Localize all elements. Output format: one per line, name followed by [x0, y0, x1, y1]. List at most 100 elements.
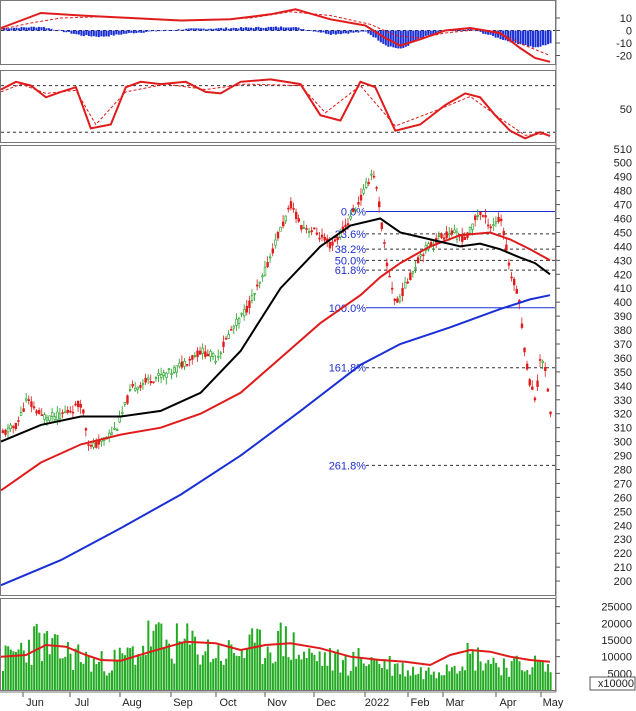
price-candle-body — [66, 409, 69, 413]
macd-histogram-bar — [255, 27, 258, 31]
price-candle-body — [152, 381, 155, 383]
macd-histogram-bar — [115, 30, 118, 35]
price-candle-body — [528, 379, 531, 386]
volume-bar — [269, 652, 272, 690]
fib-level-label: 38.2% — [335, 244, 366, 256]
price-axis-tick-label: 260 — [614, 492, 632, 504]
fib-level-label: 0.0% — [341, 207, 366, 219]
macd-histogram-bar — [27, 27, 30, 31]
macd-histogram-bar — [419, 30, 422, 39]
volume-bar — [1, 670, 4, 690]
volume-bar — [518, 661, 521, 690]
volume-bar — [238, 656, 241, 690]
price-axis-tick-label: 290 — [614, 451, 632, 463]
price-candle-body — [349, 215, 352, 220]
macd-histogram-bar — [175, 30, 178, 31]
price-candle-body — [484, 215, 487, 218]
x-tick-label: Oct — [219, 697, 236, 709]
volume-bar — [142, 645, 145, 690]
price-candle-body — [307, 231, 311, 233]
price-candle-body — [479, 211, 482, 215]
price-candle-body — [281, 221, 285, 227]
price-candle-body — [396, 298, 399, 303]
macd-histogram-bar — [289, 27, 292, 31]
macd-histogram-bar — [524, 30, 527, 46]
macd-histogram-bar — [37, 26, 40, 31]
volume-bar — [61, 658, 64, 690]
price-candle-body — [365, 181, 368, 188]
price-candle-body — [476, 215, 480, 217]
macd-histogram-bar — [372, 30, 375, 38]
volume-bar — [22, 650, 25, 690]
volume-bar — [53, 634, 56, 690]
volume-bar — [134, 664, 137, 690]
macd-histogram-bar — [272, 26, 275, 31]
macd-histogram-bar — [270, 26, 273, 31]
macd-histogram-bar — [80, 30, 83, 36]
price-axis-tick-label: 500 — [614, 158, 632, 170]
price-candle-body — [76, 400, 80, 408]
volume-bar — [170, 658, 173, 690]
volume-bar — [323, 652, 326, 690]
price-candle-body — [170, 373, 173, 375]
macd-histogram-bar — [150, 30, 153, 32]
macd-histogram-bar — [65, 30, 68, 33]
volume-bar — [222, 664, 225, 690]
price-candle-body — [398, 296, 402, 302]
volume-bar — [248, 634, 251, 690]
macd-histogram-bar — [95, 30, 98, 37]
macd-histogram-bar — [537, 30, 540, 48]
x-tick-label: 2022 — [365, 697, 389, 709]
price-candle-body — [110, 432, 114, 435]
price-candle-body — [440, 233, 443, 238]
volume-bar — [17, 649, 20, 690]
macd-histogram-bar — [362, 30, 365, 32]
volume-axis-tick-label: 25000 — [601, 602, 632, 614]
price-candle-body — [487, 224, 490, 227]
price-candle-body — [362, 188, 365, 194]
volume-bar — [258, 629, 261, 690]
volume-bar — [204, 651, 207, 690]
macd-histogram-bar — [85, 30, 88, 36]
volume-bar — [341, 660, 344, 690]
volume-bar — [500, 675, 503, 690]
price-candle-body — [149, 381, 153, 384]
volume-bar — [349, 670, 352, 690]
macd-histogram-bar — [484, 30, 487, 35]
price-candle-body — [121, 412, 124, 414]
volume-bar — [126, 647, 129, 690]
price-candle-body — [74, 403, 77, 406]
macd-histogram-bar — [245, 27, 248, 31]
volume-bar — [33, 626, 36, 690]
price-candle-body — [403, 282, 407, 289]
macd-histogram-bar — [544, 30, 547, 46]
macd-histogram-bar — [404, 30, 407, 47]
volume-bar — [476, 647, 479, 690]
x-tick-label: Mar — [446, 697, 465, 709]
macd-histogram-bar — [394, 30, 397, 49]
volume-bar — [417, 673, 420, 690]
macd-histogram-bar — [50, 28, 53, 31]
price-candle-body — [315, 232, 319, 235]
volume-bar — [432, 671, 435, 690]
price-candle-body — [328, 242, 332, 249]
macd-histogram-bar — [354, 30, 357, 33]
volume-bar — [147, 620, 150, 690]
macd-histogram-bar — [299, 29, 302, 31]
volume-bar — [108, 672, 111, 690]
price-candle-body — [92, 442, 95, 448]
price-candle-body — [453, 229, 456, 233]
price-candle-body — [284, 215, 287, 222]
volume-bar — [232, 653, 235, 690]
volume-bar — [123, 655, 126, 690]
x-tick-label: Dec — [316, 697, 336, 709]
x-tick-label: Sep — [173, 697, 193, 709]
x-tick-label: Feb — [411, 697, 430, 709]
volume-bar — [214, 658, 217, 690]
volume-bar — [393, 663, 396, 690]
macd-histogram-bar — [57, 29, 60, 31]
price-candle-body — [383, 242, 386, 244]
volume-bar — [391, 675, 394, 690]
volume-bar — [414, 674, 417, 690]
macd-histogram-bar — [82, 30, 85, 37]
